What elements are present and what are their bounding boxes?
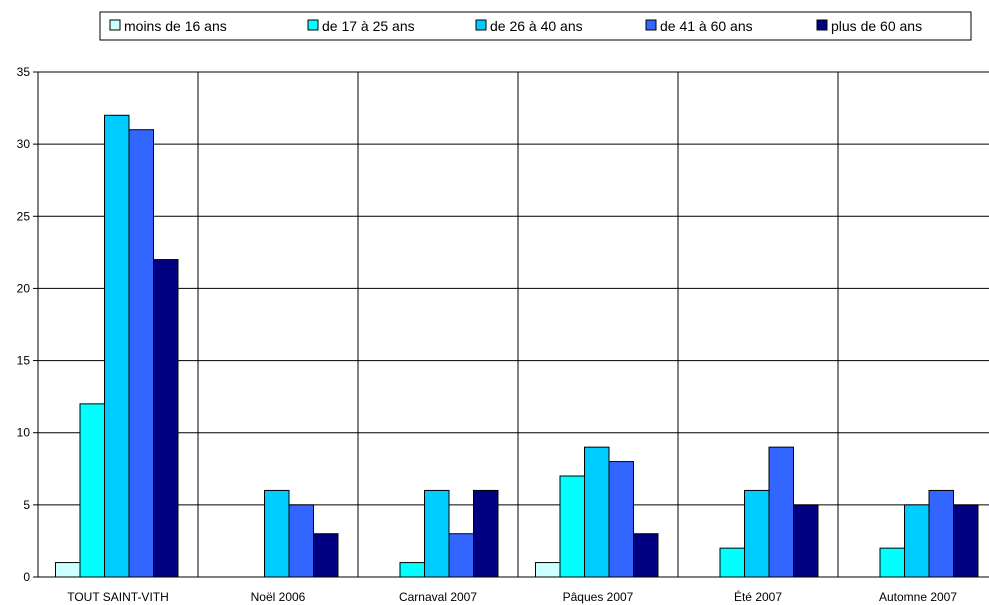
x-tick-label: Carnaval 2007: [399, 590, 477, 604]
x-tick-label: TOUT SAINT-VITH: [67, 590, 169, 604]
bar: [768, 446, 794, 578]
bar: [928, 489, 954, 578]
bar: [448, 533, 474, 578]
bar: [633, 533, 659, 578]
bar: [719, 547, 745, 578]
x-tick-label: Été 2007: [734, 589, 782, 604]
axes-layer: 0 5 10 15 20 25 30 35 TOUT SAINT-VITH Noël 2006 Ca…: [17, 65, 989, 604]
x-tick-label: Automne 2007: [879, 590, 957, 604]
bar: [399, 562, 425, 578]
y-tick-label: 35: [17, 65, 31, 79]
bar: [313, 533, 339, 578]
legend-swatch: [307, 19, 319, 31]
chart-legend: moins de 16 ans de 17 à 25 ans de 26 à 40 …: [99, 11, 972, 41]
y-tick-label: 5: [23, 498, 30, 512]
y-tick-label: 20: [17, 281, 31, 295]
legend-label: de 26 à 40 ans: [490, 18, 583, 34]
bar: [104, 114, 130, 578]
legend-swatch: [816, 19, 828, 31]
bar: [535, 562, 561, 578]
x-tick-label: Pâques 2007: [563, 590, 634, 604]
bar: [879, 547, 905, 578]
bar: [904, 504, 930, 578]
bar: [79, 403, 105, 578]
bar: [559, 475, 585, 578]
bar: [584, 446, 610, 578]
legend-swatch: [645, 19, 657, 31]
bar: [424, 489, 450, 578]
bar: [744, 489, 770, 578]
bar: [953, 504, 979, 578]
grid-layer: [38, 71, 989, 577]
y-tick-label: 10: [17, 426, 31, 440]
bar: [288, 504, 314, 578]
y-tick-label: 25: [17, 209, 31, 223]
bar: [264, 489, 290, 578]
bar: [793, 504, 819, 578]
bar: [55, 562, 81, 578]
bar: [608, 461, 634, 578]
legend-label: plus de 60 ans: [831, 18, 922, 34]
bar: [153, 259, 179, 578]
y-tick-label: 0: [23, 570, 30, 584]
bar: [473, 489, 499, 578]
y-tick-label: 15: [17, 354, 31, 368]
legend-label: moins de 16 ans: [124, 18, 227, 34]
x-tick-label: Noël 2006: [251, 590, 306, 604]
legend-swatch: [109, 19, 121, 31]
legend-swatch: [475, 19, 487, 31]
legend-label: de 17 à 25 ans: [322, 18, 415, 34]
legend-label: de 41 à 60 ans: [660, 18, 753, 34]
y-tick-label: 30: [17, 137, 31, 151]
bar: [128, 129, 154, 578]
